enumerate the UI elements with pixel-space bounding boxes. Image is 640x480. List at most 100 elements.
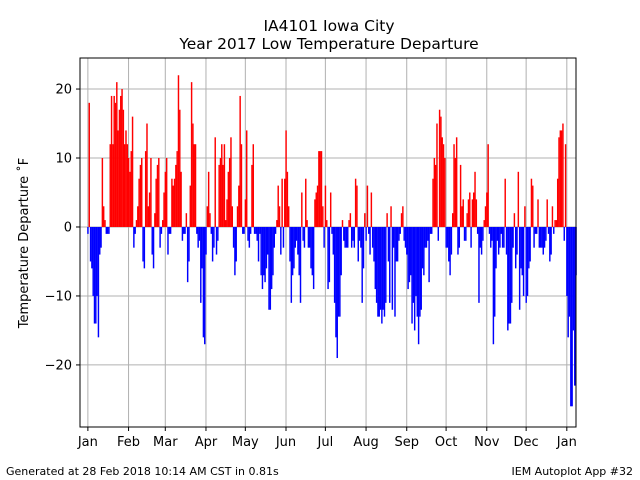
- daily-departure-bar: [256, 226, 258, 241]
- daily-departure-bar: [101, 158, 104, 227]
- daily-departure-bar: [156, 164, 159, 227]
- daily-departure-bar: [457, 226, 459, 255]
- daily-departure-bar: [574, 226, 576, 386]
- daily-departure-bar: [448, 226, 450, 262]
- daily-departure-bar: [169, 226, 172, 234]
- daily-departure-bar: [470, 226, 472, 248]
- daily-departure-bar: [452, 213, 454, 227]
- daily-departure-bar: [564, 144, 567, 227]
- daily-departure-bar: [239, 95, 241, 227]
- daily-departure-bar: [147, 206, 150, 227]
- daily-departure-bar: [297, 226, 299, 255]
- daily-departure-bar: [507, 226, 509, 331]
- daily-departure-bar: [337, 226, 340, 317]
- daily-departure-bar: [538, 226, 541, 248]
- daily-departure-bar: [165, 158, 168, 227]
- daily-departure-bar: [436, 123, 438, 227]
- daily-departure-bar: [427, 226, 429, 241]
- daily-departure-bar: [431, 226, 433, 234]
- daily-departure-bar: [155, 178, 157, 227]
- daily-departure-bar: [487, 144, 489, 227]
- daily-departure-bar: [230, 137, 232, 227]
- daily-departure-bar: [488, 226, 491, 234]
- daily-departure-bar: [423, 226, 425, 276]
- daily-departure-bar: [264, 226, 266, 283]
- daily-departure-bar: [152, 226, 155, 269]
- daily-departure-bar: [465, 226, 467, 241]
- daily-departure-bar: [236, 206, 239, 227]
- daily-departure-bar: [410, 226, 412, 276]
- daily-departure-bar: [253, 226, 256, 234]
- x-tick-label: Mar: [153, 435, 178, 450]
- x-axis: Jan Feb Mar Apr May Jun Jul Aug Sep Oct Nov Dec Jan: [77, 427, 577, 450]
- daily-departure-bar: [329, 192, 332, 227]
- daily-departure-bar: [194, 144, 197, 227]
- daily-departure-bar: [511, 226, 513, 303]
- daily-departure-bar: [243, 226, 245, 234]
- daily-departure-bar: [530, 178, 533, 227]
- daily-departure-bar: [116, 82, 118, 227]
- daily-departure-bar: [379, 226, 382, 310]
- daily-departure-bar: [251, 164, 253, 227]
- daily-departure-bar: [532, 185, 534, 227]
- daily-departure-bar: [127, 158, 130, 227]
- daily-departure-bar: [459, 164, 462, 227]
- daily-departure-bar: [368, 226, 370, 234]
- daily-departure-bar: [492, 226, 495, 345]
- daily-departure-bar: [223, 144, 226, 227]
- daily-departure-bar: [249, 226, 252, 234]
- daily-departure-bar: [173, 178, 176, 227]
- daily-departure-bar: [112, 144, 114, 227]
- footer-app-label: IEM Autoplot App #32: [511, 465, 634, 478]
- daily-departure-bar: [450, 226, 453, 255]
- daily-departure-bar: [461, 206, 463, 227]
- x-tick-label: Jan: [556, 435, 577, 450]
- daily-departure-bar: [294, 226, 296, 248]
- daily-departure-bar: [478, 226, 480, 303]
- daily-departure-bar: [154, 213, 156, 227]
- daily-departure-bar: [526, 226, 529, 296]
- daily-departure-bar: [361, 226, 363, 303]
- daily-departure-bar: [455, 137, 458, 227]
- daily-departure-bar: [389, 226, 391, 303]
- daily-departure-bar: [96, 226, 98, 296]
- daily-departure-bar: [252, 144, 254, 227]
- daily-departure-bar: [517, 171, 520, 227]
- daily-departure-bar: [215, 226, 218, 255]
- daily-departure-bar: [217, 226, 219, 241]
- daily-departure-bar: [429, 226, 432, 234]
- daily-departure-bar: [454, 158, 457, 227]
- daily-departure-bar: [407, 226, 409, 290]
- daily-departure-bar: [185, 213, 188, 227]
- daily-departure-bar: [231, 206, 234, 227]
- daily-departure-bar: [285, 130, 287, 227]
- daily-departure-bar: [326, 220, 328, 227]
- daily-departure-bar: [490, 226, 492, 248]
- daily-departure-bar: [539, 226, 542, 248]
- daily-departure-bar: [512, 226, 514, 248]
- daily-departure-bar: [244, 199, 247, 227]
- daily-departure-bar: [463, 226, 466, 241]
- daily-departure-bar: [484, 206, 487, 227]
- daily-departure-bar: [260, 226, 262, 276]
- daily-departure-bar: [134, 226, 136, 234]
- daily-departure-bar: [419, 226, 421, 317]
- x-tick-label: Dec: [514, 435, 539, 450]
- daily-departure-bar: [394, 226, 396, 317]
- daily-departure-bar: [110, 95, 113, 227]
- daily-departure-bar: [272, 226, 274, 276]
- daily-departure-bar: [278, 206, 281, 227]
- daily-departure-bar: [499, 226, 501, 248]
- daily-departure-bar: [92, 226, 94, 296]
- y-tick-label: 20: [55, 83, 72, 98]
- daily-departure-bar: [404, 226, 407, 248]
- daily-departure-bar: [183, 226, 185, 234]
- daily-departure-bar: [196, 226, 198, 234]
- daily-departure-bar: [135, 220, 138, 227]
- daily-departure-bar: [483, 220, 485, 227]
- daily-departure-bar: [120, 95, 122, 227]
- daily-departure-bar: [479, 226, 482, 248]
- daily-departure-bar: [370, 192, 373, 227]
- daily-departure-bar: [168, 226, 171, 234]
